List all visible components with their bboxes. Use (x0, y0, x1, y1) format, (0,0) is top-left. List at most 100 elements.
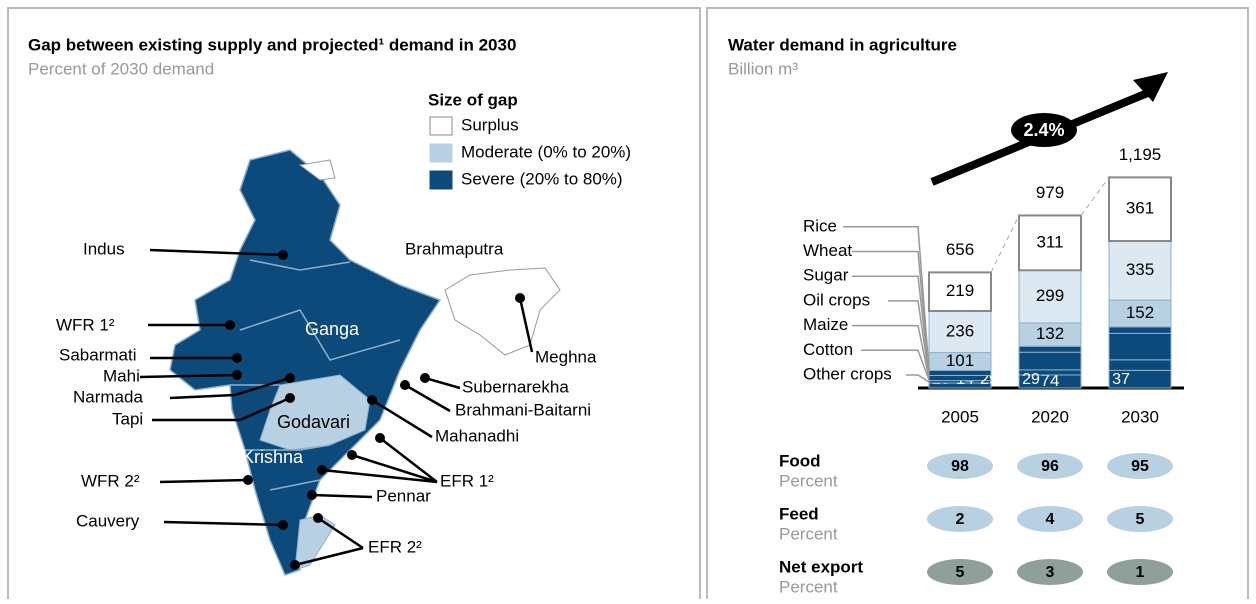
map-surplus (444, 267, 561, 356)
series-leader (852, 324, 930, 379)
leader-lines (139, 248, 534, 567)
segment-label: 74 (1041, 371, 1060, 390)
map (169, 149, 561, 576)
map-label: Mahanadhi (435, 426, 519, 445)
series-leader (843, 226, 930, 371)
growth-badge (1011, 113, 1077, 147)
map-label: Narmada (73, 387, 143, 406)
legend-label: Severe (20% to 80%) (461, 169, 623, 188)
table-value: 5 (1136, 511, 1145, 528)
map-severe (169, 149, 442, 576)
map-moderate (294, 514, 336, 571)
legend-swatch (429, 170, 453, 190)
map-subtitle: Percent of 2030 demand (28, 59, 214, 78)
bar-segment (1108, 240, 1172, 301)
table-value: 95 (1131, 458, 1149, 475)
legend-title: Size of gap (428, 90, 518, 109)
table-cell (1017, 559, 1083, 585)
growth-label: 2.4% (1023, 120, 1064, 140)
series-leader (861, 349, 930, 381)
table-value: 98 (951, 458, 969, 475)
bar-segment (1108, 332, 1172, 361)
table-cell (927, 453, 993, 479)
map-label: WFR 1² (56, 315, 115, 334)
left-panel (7, 7, 701, 604)
map-label: Subernarekha (462, 377, 569, 396)
map-leaders (139, 248, 534, 570)
segment-label: 152 (1126, 303, 1154, 322)
segment-label: 299 (1036, 286, 1064, 305)
series-label: Other crops (803, 364, 892, 383)
legend-swatch (429, 116, 453, 136)
table-cell (1017, 453, 1083, 479)
bar-segment (1018, 351, 1082, 371)
map-label: EFR 2² (368, 537, 422, 556)
right-panel (706, 7, 1249, 604)
series-label: Rice (803, 216, 837, 235)
legend-label: Surplus (461, 115, 519, 134)
legend-label: Moderate (0% to 20%) (461, 142, 631, 161)
map-label: Brahmani-Baitarni (455, 400, 591, 419)
bar-segment (1108, 176, 1172, 243)
connector (990, 215, 1020, 273)
series-label: Cotton (803, 340, 853, 359)
series-label: Maize (803, 315, 848, 334)
map-label: Cauvery (76, 511, 140, 530)
row-unit: Percent (779, 524, 838, 543)
map-label: Indus (83, 239, 125, 258)
table-value: 3 (1046, 564, 1055, 581)
segment-label: 311 (1036, 232, 1063, 251)
total-label: 979 (1036, 183, 1064, 202)
bar-segment (1108, 359, 1172, 371)
map-title: Gap between existing supply and projecte… (28, 35, 516, 54)
table-cell (1017, 506, 1083, 532)
series-leader (888, 300, 930, 377)
map-borders (230, 259, 401, 491)
x-tick-label: 2030 (1121, 407, 1159, 426)
row-name: Net export (779, 557, 863, 576)
map-label: Krishna (242, 447, 304, 467)
bar-segment (1018, 269, 1082, 324)
total-label: 1,195 (1119, 145, 1162, 164)
series-label: Oil crops (803, 290, 870, 309)
bar-segment (1108, 326, 1172, 334)
bar-segment (1108, 299, 1172, 328)
row-unit: Percent (779, 471, 838, 490)
row-unit: Percent (779, 577, 838, 596)
table-value: 4 (1046, 511, 1055, 528)
segment-label: 236 (946, 321, 974, 340)
map-label: Tapi (112, 409, 143, 428)
bar-segment (1018, 214, 1082, 272)
connector (1080, 177, 1110, 216)
row-name: Food (779, 451, 821, 470)
bar-segment (1018, 345, 1082, 353)
series-leader (852, 275, 930, 375)
x-tick-label: 2005 (941, 407, 979, 426)
segment-label: 132 (1036, 324, 1064, 343)
map-label: Ganga (305, 319, 360, 339)
chart-subtitle: Billion m³ (728, 59, 798, 78)
table-cell (1107, 453, 1173, 479)
total-label: 656 (946, 240, 974, 259)
table-cell (927, 506, 993, 532)
map-label: Sabarmati (59, 345, 136, 364)
table-cell (1107, 506, 1173, 532)
series-label: Sugar (803, 266, 849, 285)
table-cell (1107, 559, 1173, 585)
map-label: Pennar (376, 486, 431, 505)
series-leader (852, 250, 930, 373)
segment-label: 101 (946, 351, 974, 370)
table-value: 96 (1041, 458, 1059, 475)
table-value: 5 (956, 564, 965, 581)
map-label: Mahi (103, 366, 140, 385)
segment-label: 37 (1112, 371, 1130, 388)
growth-arrowhead (1133, 72, 1168, 102)
bar-segment (928, 369, 992, 376)
map-label: EFR 1² (440, 471, 494, 490)
segment-label: 361 (1126, 199, 1154, 218)
series-leader (906, 374, 930, 383)
map-labels: Indus Brahmaputra WFR 1² Ganga Sabarmati… (56, 239, 597, 556)
chart-title: Water demand in agriculture (728, 35, 957, 54)
table-cell (927, 559, 993, 585)
